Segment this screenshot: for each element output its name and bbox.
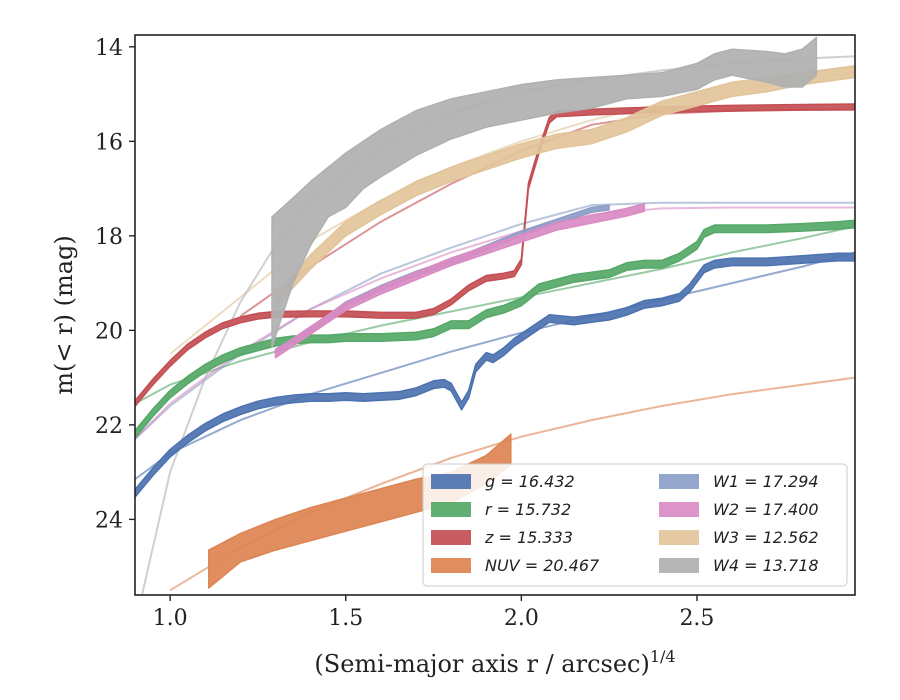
legend-swatch-w2: [659, 502, 699, 517]
legend-label-g: g = 16.432: [485, 472, 575, 491]
y-tick-label: 20: [95, 319, 123, 344]
legend-swatch-r: [431, 502, 471, 517]
y-tick-label: 24: [95, 508, 123, 533]
x-axis-ticks: 1.0 1.5 2.0 2.5: [153, 595, 714, 631]
data-band-w4: [271, 36, 818, 348]
legend-box: [422, 463, 848, 587]
y-tick-label: 22: [95, 414, 123, 439]
legend-label-w1: W1 = 17.294: [713, 472, 819, 491]
y-tick-label: 14: [95, 36, 123, 61]
fit-curve-g: [135, 251, 855, 481]
data-band-g: [135, 252, 855, 498]
data-bands: [135, 36, 855, 589]
legend-swatch-z: [431, 530, 471, 545]
legend-swatch-g: [431, 474, 471, 489]
y-tick-label: 18: [95, 225, 123, 250]
legend-swatch-w4: [659, 558, 699, 573]
y-axis-ticks: 14 16 18 20 22 24: [95, 36, 135, 533]
legend-label-nuv: NUV = 20.467: [485, 556, 600, 575]
x-tick-label: 1.0: [153, 606, 188, 631]
legend: g = 16.432 r = 15.732 z = 15.333 NUV = 20.4…: [422, 463, 848, 587]
legend-label-z: z = 15.333: [484, 528, 573, 547]
legend-swatch-w1: [659, 474, 699, 489]
legend-swatch-w3: [659, 530, 699, 545]
y-axis-label: m(< r) (mag): [50, 235, 78, 394]
x-tick-label: 1.5: [328, 606, 363, 631]
legend-label-w2: W2 = 17.400: [713, 500, 819, 519]
legend-label-w3: W3 = 12.562: [713, 528, 819, 547]
legend-label-w4: W4 = 13.718: [713, 556, 819, 575]
data-band-w2: [274, 202, 646, 359]
x-tick-label: 2.5: [679, 606, 714, 631]
data-band-r: [135, 219, 855, 439]
fit-curve-r: [135, 225, 855, 405]
plot-frame: [134, 34, 856, 596]
legend-label-r: r = 15.732: [485, 500, 571, 519]
data-band-w3: [274, 64, 855, 308]
x-tick-label: 2.0: [504, 606, 539, 631]
y-tick-label: 16: [95, 130, 123, 155]
legend-swatch-nuv: [431, 558, 471, 573]
fit-curve-w1: [135, 201, 855, 440]
x-axis-label: (Semi-major axis r / arcsec)1/4: [314, 647, 675, 678]
